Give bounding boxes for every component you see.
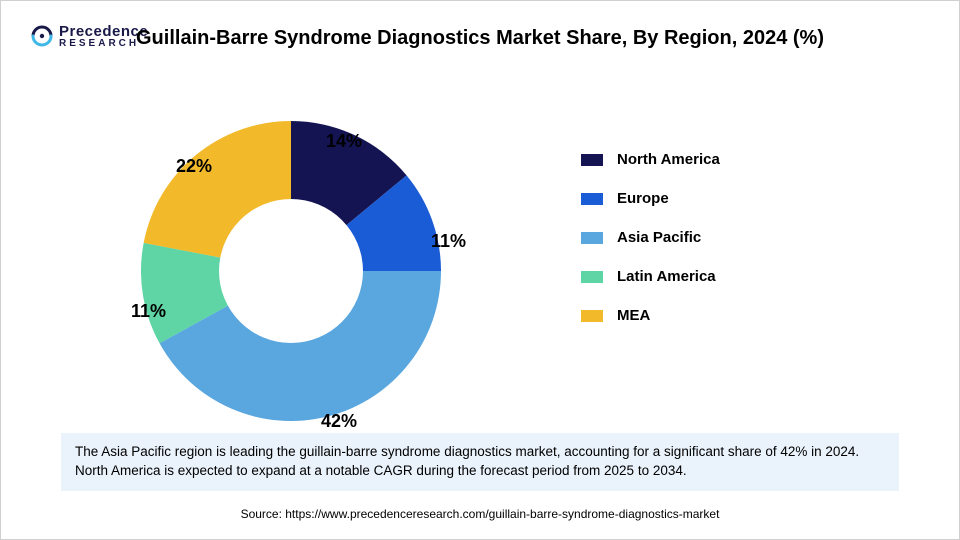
pct-label-north-america: 14% xyxy=(326,131,362,152)
legend: North America Europe Asia Pacific Latin Ame… xyxy=(581,151,720,324)
caption-box: The Asia Pacific region is leading the g… xyxy=(61,433,899,491)
legend-label: Asia Pacific xyxy=(617,229,701,246)
legend-swatch xyxy=(581,310,603,322)
legend-item-latin-america: Latin America xyxy=(581,268,720,285)
donut-chart: 14%11%42%11%22% xyxy=(121,101,461,441)
pct-label-mea: 22% xyxy=(176,156,212,177)
legend-swatch xyxy=(581,232,603,244)
legend-item-asia-pacific: Asia Pacific xyxy=(581,229,720,246)
legend-item-mea: MEA xyxy=(581,307,720,324)
legend-label: Latin America xyxy=(617,268,716,285)
pct-label-latin-america: 11% xyxy=(131,301,166,322)
legend-item-europe: Europe xyxy=(581,190,720,207)
pct-label-europe: 11% xyxy=(431,231,466,252)
pct-label-asia-pacific: 42% xyxy=(321,411,357,432)
legend-swatch xyxy=(581,271,603,283)
legend-label: Europe xyxy=(617,190,669,207)
legend-swatch xyxy=(581,154,603,166)
legend-label: North America xyxy=(617,151,720,168)
legend-swatch xyxy=(581,193,603,205)
legend-label: MEA xyxy=(617,307,650,324)
chart-title: Guillain-Barre Syndrome Diagnostics Mark… xyxy=(1,25,959,51)
source-text: Source: https://www.precedenceresearch.c… xyxy=(1,507,959,521)
legend-item-north-america: North America xyxy=(581,151,720,168)
